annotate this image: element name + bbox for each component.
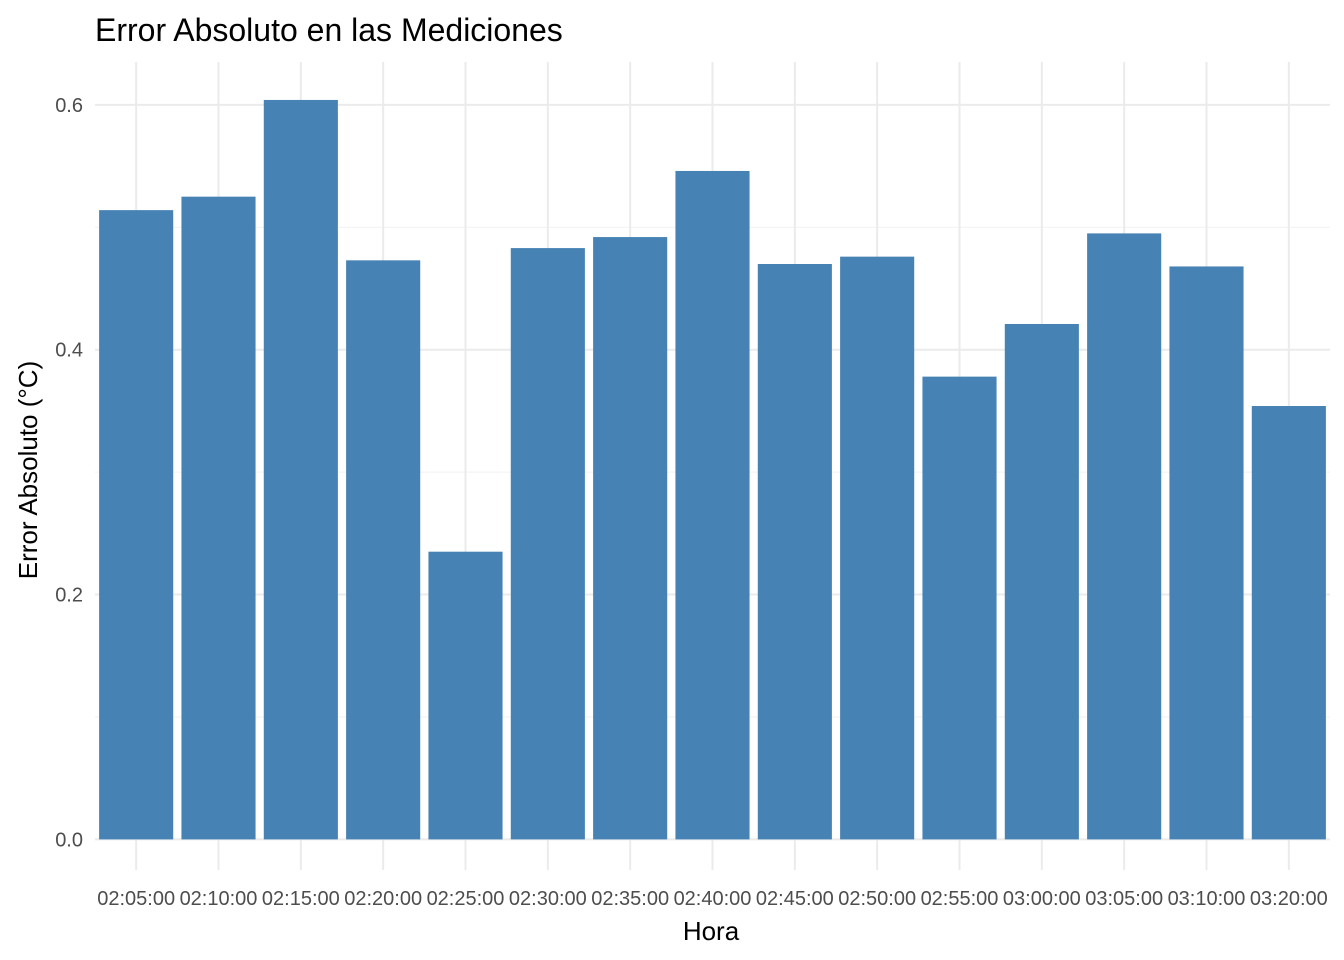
y-tick-label: 0.4 xyxy=(55,340,83,362)
bar-02:35:00 xyxy=(593,237,668,840)
x-tick-label: 02:15:00 xyxy=(262,888,340,910)
bar-02:55:00 xyxy=(922,376,997,840)
bar-02:10:00 xyxy=(181,196,256,840)
x-tick-label: 02:10:00 xyxy=(180,888,258,910)
y-axis-title: Error Absoluto (°C) xyxy=(13,361,43,579)
x-tick-label: 02:05:00 xyxy=(97,888,175,910)
y-tick-label: 0.2 xyxy=(55,585,83,607)
bar-02:25:00 xyxy=(428,551,503,840)
bar-03:20:00 xyxy=(1251,406,1326,840)
bar-02:45:00 xyxy=(757,264,832,840)
bar-02:20:00 xyxy=(346,260,421,840)
bar-02:30:00 xyxy=(510,248,585,840)
x-tick-label: 02:45:00 xyxy=(756,888,834,910)
y-tick-label: 0.0 xyxy=(55,829,83,851)
x-tick-label: 02:30:00 xyxy=(509,888,587,910)
x-tick-label: 02:35:00 xyxy=(591,888,669,910)
y-tick-labels: 0.0 0.2 0.4 0.6 xyxy=(55,95,83,852)
x-tick-label: 03:20:00 xyxy=(1250,888,1328,910)
x-tick-labels: 02:05:00 02:10:00 02:15:00 02:20:00 02:25:00… xyxy=(97,888,1328,910)
bars xyxy=(99,99,1326,840)
x-tick-label: 03:00:00 xyxy=(1003,888,1081,910)
bar-03:10:00 xyxy=(1169,266,1244,840)
bar-02:15:00 xyxy=(263,99,338,840)
y-tick-label: 0.6 xyxy=(55,95,83,117)
bar-02:05:00 xyxy=(99,210,174,840)
bar-02:50:00 xyxy=(840,256,915,840)
x-tick-label: 02:40:00 xyxy=(674,888,752,910)
x-tick-label: 03:05:00 xyxy=(1085,888,1163,910)
bar-02:40:00 xyxy=(675,170,750,840)
x-tick-label: 02:20:00 xyxy=(344,888,422,910)
x-axis-title: Hora xyxy=(683,916,740,946)
bar-03:05:00 xyxy=(1087,233,1162,840)
x-tick-label: 02:25:00 xyxy=(427,888,505,910)
x-tick-label: 02:55:00 xyxy=(921,888,999,910)
x-tick-label: 02:50:00 xyxy=(838,888,916,910)
x-tick-label: 03:10:00 xyxy=(1168,888,1246,910)
chart-title: Error Absoluto en las Mediciones xyxy=(95,12,563,48)
bar-03:00:00 xyxy=(1004,323,1079,840)
